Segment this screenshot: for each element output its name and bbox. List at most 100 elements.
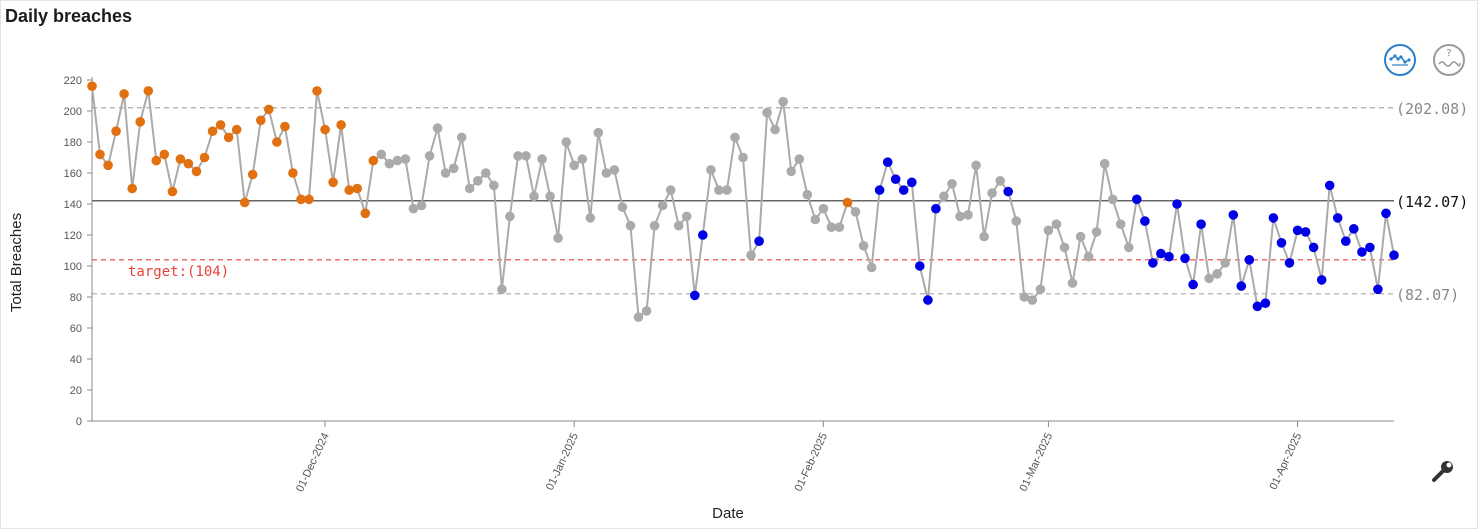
data-point [288,168,298,178]
data-point [207,126,218,136]
reference-label-lower: (82.07) [1396,286,1459,304]
data-point [770,124,780,135]
data-point [866,262,877,273]
data-point [151,155,162,166]
data-point [649,220,660,231]
data-point [473,176,483,186]
x-tick-label: 01-Feb-2025 [793,431,831,493]
data-point [1389,250,1399,260]
data-point [931,203,941,214]
data-point [1349,224,1359,234]
data-point [1316,275,1327,285]
data-point [810,214,821,225]
data-point [898,185,909,195]
data-point [714,185,724,195]
data-point [1276,238,1287,248]
data-point [175,154,186,164]
data-point [553,233,563,243]
y-tick-label: 40 [70,354,82,366]
data-point [119,89,129,99]
data-point [304,194,314,205]
data-point [464,183,475,194]
data-point [1324,180,1335,191]
data-point [995,176,1005,186]
data-point [738,152,748,163]
reference-label-upper: (202.08) [1396,100,1468,118]
data-point [1284,258,1295,268]
data-point [665,185,676,195]
data-point [706,165,716,175]
data-point [923,295,933,305]
data-point [1051,219,1062,229]
chart-mode-icon[interactable] [1383,43,1417,77]
data-point [907,177,917,188]
data-point [1268,213,1279,223]
data-point [247,169,258,180]
data-point [328,177,338,188]
data-point [569,160,579,171]
data-point [1124,242,1134,253]
data-point [1373,284,1383,295]
data-point [1059,242,1070,253]
data-point [1212,269,1222,279]
data-point [1252,301,1263,312]
data-point [874,185,885,195]
data-point [1043,225,1054,236]
data-point [1196,219,1206,229]
help-icon[interactable]: ? [1432,43,1466,77]
data-point [1067,278,1078,288]
data-point [593,127,604,138]
data-point [416,200,427,211]
data-point [103,160,113,171]
data-point [1357,247,1367,257]
data-point [344,185,355,195]
data-point [191,166,202,177]
data-point [1107,194,1118,205]
data-point [858,241,869,251]
data-point [1300,227,1311,237]
data-point [376,149,387,160]
data-point [882,157,893,167]
data-point [529,191,539,202]
data-point [842,197,853,208]
data-point [641,306,652,316]
data-point [1148,258,1158,268]
data-point [264,104,274,115]
x-tick-label: 01-Jan-2025 [544,431,581,492]
y-tick-label: 100 [64,261,82,273]
data-point [1180,253,1190,264]
target-label: target:(104) [128,264,229,280]
data-point [987,188,997,198]
data-point [167,186,178,197]
data-point [481,168,491,178]
series-line [91,86,1395,320]
data-point [1341,236,1351,246]
data-point [1308,242,1319,253]
y-tick-label: 140 [64,199,82,211]
data-point [1132,194,1142,205]
data-point [497,284,507,295]
data-point [1188,279,1198,290]
data-point [730,132,740,143]
data-point [794,154,805,164]
data-point [400,154,411,164]
wrench-icon[interactable] [1430,458,1456,484]
data-point [1244,254,1255,265]
data-point [143,86,154,96]
y-tick-label: 60 [70,323,82,335]
data-point [834,222,845,232]
data-point [1075,231,1086,242]
data-point [448,163,459,174]
data-point [505,211,515,222]
data-point [818,203,829,214]
data-point [127,183,137,194]
data-point [384,158,395,169]
data-point [95,149,105,160]
data-point [690,290,700,301]
data-point [513,151,523,161]
data-point [360,208,371,219]
data-point [633,312,644,322]
y-tick-label: 0 [76,416,82,428]
data-point [320,124,330,135]
